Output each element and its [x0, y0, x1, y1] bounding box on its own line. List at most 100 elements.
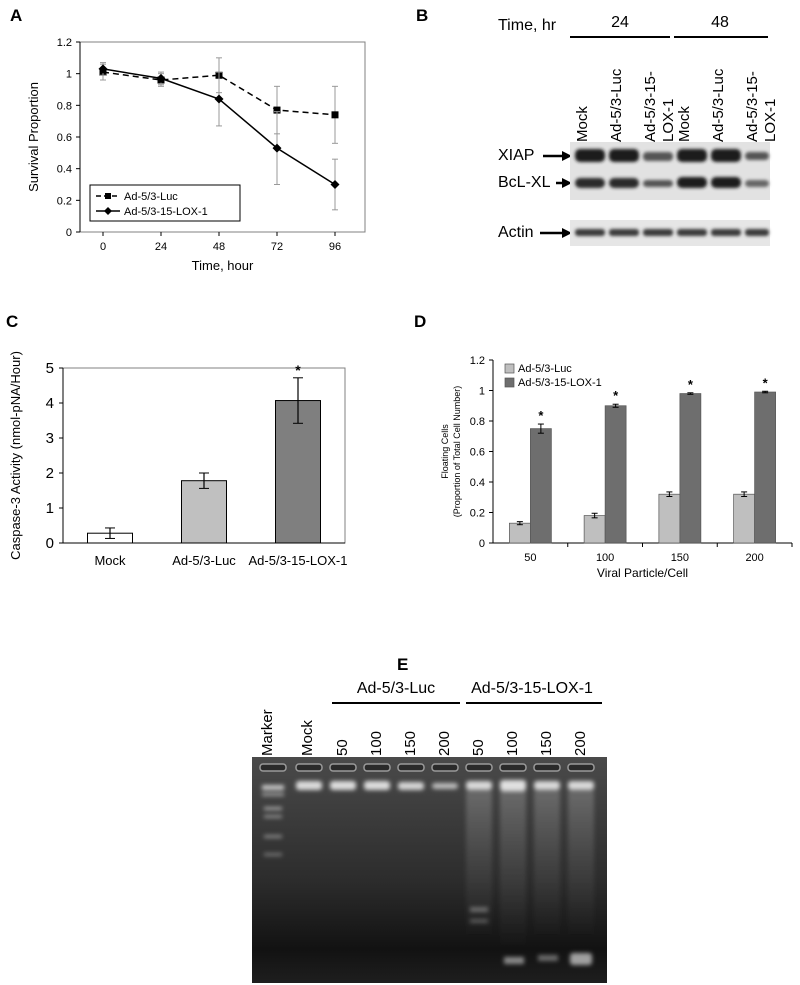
significance-asterisk: * — [613, 388, 619, 403]
y-tick-label: 3 — [46, 430, 54, 447]
x-tick-label: Ad-5/3-15-LOX-1 — [249, 553, 348, 568]
gel-dose-luc-50: 50 — [334, 739, 351, 756]
legend-marker — [105, 193, 111, 199]
x-tick-label: 72 — [271, 241, 283, 253]
bar — [604, 405, 627, 544]
x-tick-label: 24 — [155, 241, 167, 253]
data-point — [156, 73, 166, 83]
gel-image — [252, 757, 607, 983]
x-tick-label: 50 — [524, 552, 536, 564]
panel-letter-b: B — [416, 6, 429, 25]
bar — [754, 391, 776, 544]
data-point — [330, 180, 340, 189]
gel-label-mock: Mock — [299, 720, 316, 756]
gel-dose-luc-100: 100 — [368, 730, 385, 756]
chart-c-caspase: 0 1 2 3 4 5 Caspase-3 Activity (nmol-pNA/Hour)… — [8, 351, 348, 568]
bar — [181, 480, 227, 544]
data-point — [98, 64, 108, 74]
time-label: Time, hr — [498, 17, 557, 34]
blot-bands — [575, 149, 769, 236]
gel-bands — [262, 780, 594, 965]
y-tick-label: 0.6 — [57, 132, 72, 144]
legend-label: Ad-5/3-Luc — [518, 363, 572, 375]
y-tick-label: 4 — [46, 395, 54, 412]
y-tick-label: 0.8 — [470, 416, 485, 428]
time-group-48: 48 — [711, 14, 729, 31]
y-axis-title: Floating Cells — [440, 424, 450, 479]
x-tick-label: 100 — [596, 552, 614, 564]
y-tick-label: 0 — [479, 538, 485, 550]
group-48-underline — [674, 36, 768, 38]
y-tick-label: 2 — [46, 465, 54, 482]
y-axis-title-sub: (Proportion of Total Cell Number) — [452, 386, 462, 517]
x-tick-label: 96 — [329, 241, 341, 253]
dna-gel-panel: Marker Mock Ad-5/3-Luc Ad-5/3-15-LOX-1 5… — [240, 680, 620, 985]
gel-wells — [259, 763, 595, 772]
gel-group-luc-underline — [332, 702, 460, 704]
data-point — [331, 111, 339, 119]
gel-group-luc: Ad-5/3-Luc — [356, 680, 436, 697]
western-blot-panel: Time, hr 24 48 Mock Ad-5/3-Luc Ad-5/3-15… — [448, 0, 800, 300]
x-tick-label: Mock — [94, 553, 126, 568]
significance-asterisk: * — [538, 408, 544, 423]
y-tick-label: 0.6 — [470, 447, 485, 459]
panel-letter-c: C — [6, 312, 19, 331]
y-tick-label: 0 — [46, 535, 54, 552]
legend-swatch — [504, 363, 515, 374]
x-tick-label: 150 — [671, 552, 689, 564]
panel-letter-a: A — [10, 6, 23, 25]
data-point — [272, 143, 282, 153]
y-tick-label: 1 — [66, 69, 72, 81]
chart-a-survival: 0 0.2 0.4 0.6 0.8 1 1.2 0 24 48 72 96 Time, hour Surv… — [26, 37, 366, 273]
gel-dose-luc-200: 200 — [436, 730, 453, 756]
y-tick-label: 0.8 — [57, 100, 72, 112]
gel-group-lox-underline — [466, 702, 602, 704]
panel-letter-d: D — [414, 312, 427, 331]
y-tick-label: 0.2 — [57, 195, 72, 207]
blot-image — [540, 142, 770, 246]
gel-label-marker: Marker — [259, 709, 276, 756]
x-axis-title: Time, hour — [192, 258, 254, 273]
arrow-icon — [543, 151, 572, 161]
gel-group-lox: Ad-5/3-15-LOX-1 — [471, 680, 593, 697]
legend-swatch — [504, 377, 515, 388]
x-tick-label: Ad-5/3-Luc — [172, 553, 236, 568]
bar — [658, 493, 681, 544]
bar — [583, 515, 606, 544]
band-label-bclxl: BcL-XL — [498, 174, 551, 191]
y-tick-label: 0.4 — [57, 164, 72, 176]
time-group-24: 24 — [611, 14, 629, 31]
y-tick-label: 1.2 — [470, 355, 485, 367]
y-tick-label: 0 — [66, 227, 72, 239]
bar — [275, 400, 321, 544]
panel-letter-e: E — [397, 655, 409, 674]
y-tick-label: 5 — [46, 360, 54, 377]
y-axis-title: Survival Proportion — [26, 82, 41, 192]
x-tick-label: 0 — [100, 241, 106, 253]
bar — [733, 493, 755, 544]
gel-dose-luc-150: 150 — [402, 730, 419, 756]
gel-dose-lox-150: 150 — [538, 730, 555, 756]
gel-dose-lox-200: 200 — [572, 730, 589, 756]
gel-dose-lox-100: 100 — [504, 730, 521, 756]
series-line — [102, 71, 336, 116]
legend-label: Ad-5/3-15-LOX-1 — [124, 206, 208, 218]
legend-label: Ad-5/3-Luc — [124, 191, 178, 203]
chart-d-floating-cells: 0 0.2 0.4 0.6 0.8 1 1.2 Floating Cells (Proporti… — [440, 355, 793, 580]
x-axis-title: Viral Particle/Cell — [597, 566, 688, 580]
data-point — [214, 94, 224, 104]
arrow-icon — [540, 228, 572, 238]
gel-dose-lox-50: 50 — [470, 739, 487, 756]
legend: Ad-5/3-Luc Ad-5/3-15-LOX-1 — [89, 184, 241, 222]
y-tick-label: 0.4 — [470, 477, 485, 489]
legend: Ad-5/3-Luc Ad-5/3-15-LOX-1 — [504, 363, 602, 389]
y-tick-label: 1 — [479, 386, 485, 398]
significance-asterisk: * — [295, 362, 301, 378]
data-point — [273, 106, 281, 114]
x-tick-label: 200 — [745, 552, 763, 564]
y-axis-title: Caspase-3 Activity (nmol-pNA/Hour) — [8, 351, 23, 560]
band-label-xiap: XIAP — [498, 147, 535, 164]
y-tick-label: 1 — [46, 500, 54, 517]
legend-marker — [104, 207, 112, 215]
x-tick-label: 48 — [213, 241, 225, 253]
